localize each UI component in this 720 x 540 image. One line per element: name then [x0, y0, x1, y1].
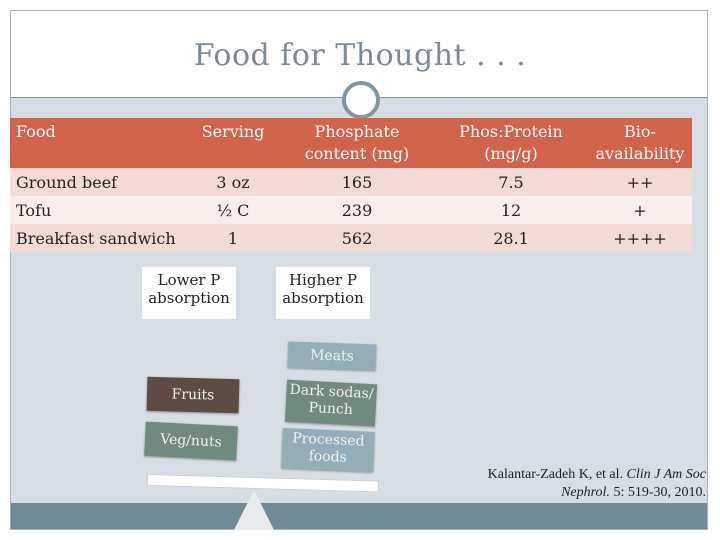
dark-sodas-tile: Dark sodas/ Punch: [284, 379, 378, 427]
header-bioavailability: Bio-availability: [588, 118, 692, 168]
table-header-row: Food Serving Phosphate content (mg) Phos…: [10, 118, 692, 168]
header-phos-protein: Phos:Protein (mg/g): [434, 118, 588, 168]
table-row: Tofu ½ C 239 12 +: [10, 196, 692, 224]
cell-serving: 3 oz: [186, 168, 280, 196]
lower-absorption-label: Lower P absorption: [142, 267, 236, 319]
phosphate-table: Food Serving Phosphate content (mg) Phos…: [10, 118, 692, 252]
citation-details: 5: 519-30, 2010.: [613, 485, 706, 500]
table-row: Ground beef 3 oz 165 7.5 ++: [10, 168, 692, 196]
veg-nuts-tile: Veg/nuts: [144, 421, 238, 461]
cell-bioavailability: +: [588, 196, 692, 224]
cell-serving: ½ C: [186, 196, 280, 224]
citation: Kalantar-Zadeh K, et al. Clin J Am Soc N…: [456, 466, 706, 502]
divider-ring-icon: [342, 81, 380, 119]
fruits-tile: Fruits: [146, 376, 240, 414]
cell-phosphate: 239: [280, 196, 434, 224]
table-row: Breakfast sandwich 1 562 28.1 ++++: [10, 224, 692, 252]
citation-authors: Kalantar-Zadeh K, et al.: [487, 467, 624, 482]
cell-phosphate: 562: [280, 224, 434, 252]
processed-foods-tile: Processed foods: [281, 428, 375, 472]
meats-tile: Meats: [287, 341, 377, 371]
cell-food: Ground beef: [10, 168, 186, 196]
cell-phosphate: 165: [280, 168, 434, 196]
header-serving: Serving: [186, 118, 280, 168]
cell-serving: 1: [186, 224, 280, 252]
cell-food: Tofu: [10, 196, 186, 224]
slide-title: Food for Thought . . .: [193, 38, 527, 73]
cell-food: Breakfast sandwich: [10, 224, 186, 252]
cell-ratio: 12: [434, 196, 588, 224]
cell-ratio: 7.5: [434, 168, 588, 196]
citation-journal: Clin J Am Soc Nephrol.: [561, 467, 706, 500]
header-food: Food: [10, 118, 186, 168]
bottom-bar: [11, 503, 707, 529]
cell-bioavailability: ++++: [588, 224, 692, 252]
cell-ratio: 28.1: [434, 224, 588, 252]
header-phosphate-content: Phosphate content (mg): [280, 118, 434, 168]
cell-bioavailability: ++: [588, 168, 692, 196]
higher-absorption-label: Higher P absorption: [276, 267, 370, 319]
scale-fulcrum: [234, 490, 274, 530]
